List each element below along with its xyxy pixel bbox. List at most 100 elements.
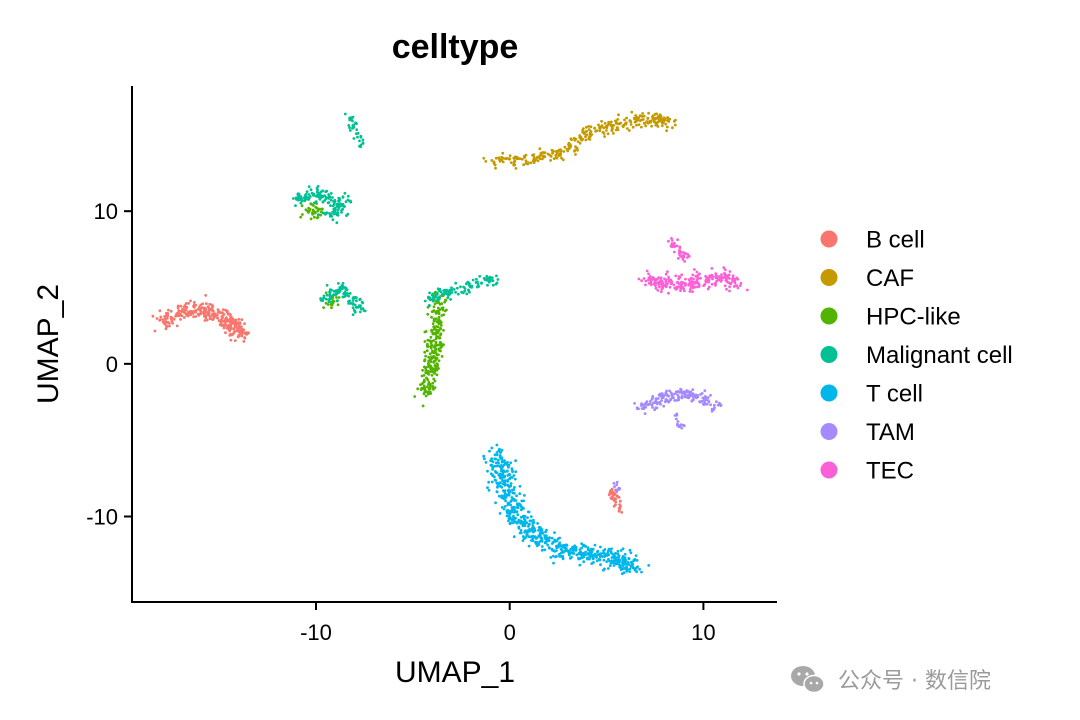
y-tick-label: -10 (86, 505, 118, 530)
point-tam (633, 402, 636, 405)
point-hpc-like (335, 296, 338, 299)
point-malignant-cell (341, 281, 345, 285)
point-b-cell (186, 314, 190, 318)
point-caf (576, 140, 580, 144)
point-malignant-cell (332, 293, 335, 297)
point-caf (614, 120, 618, 123)
point-caf (635, 119, 638, 123)
point-caf (552, 157, 556, 161)
point-malignant-cell (332, 212, 336, 216)
point-malignant-cell (305, 197, 309, 201)
point-hpc-like (419, 383, 422, 386)
point-hpc-like (437, 343, 441, 347)
point-t-cell (527, 535, 530, 538)
point-t-cell (496, 485, 499, 489)
point-tam (654, 398, 658, 401)
point-hpc-like (430, 329, 434, 333)
point-malignant-cell (336, 299, 339, 303)
point-caf (573, 149, 576, 153)
point-malignant-cell (352, 308, 356, 312)
point-t-cell (516, 513, 520, 517)
point-t-cell (519, 521, 522, 525)
point-caf (538, 155, 541, 158)
point-t-cell (612, 553, 616, 557)
point-caf (658, 115, 662, 118)
point-tam (719, 404, 723, 407)
point-t-cell (504, 461, 507, 465)
point-tec (659, 276, 663, 280)
point-hpc-like (413, 395, 417, 398)
point-caf (548, 153, 552, 157)
point-b-cell (234, 318, 238, 322)
point-b-cell (176, 306, 180, 310)
point-t-cell (546, 543, 549, 547)
point-b-cell (158, 318, 162, 322)
point-malignant-cell (312, 192, 316, 196)
point-hpc-like (432, 354, 436, 358)
point-t-cell (486, 469, 489, 473)
point-t-cell (547, 546, 551, 549)
point-malignant-cell (346, 198, 350, 202)
point-tam (636, 407, 639, 410)
point-tec (682, 289, 686, 293)
point-t-cell (608, 564, 612, 568)
point-t-cell (528, 519, 532, 523)
point-hpc-like (433, 379, 437, 383)
point-hpc-like (308, 207, 312, 211)
point-tam (669, 398, 673, 401)
point-caf (667, 120, 671, 123)
point-malignant-cell (486, 283, 489, 287)
point-b-cell (151, 314, 155, 318)
point-b-cell (211, 312, 214, 316)
point-malignant-cell (480, 281, 483, 285)
point-tam (643, 412, 647, 415)
point-malignant-cell (351, 313, 355, 316)
point-malignant-cell (430, 293, 434, 297)
point-b-cell (620, 511, 624, 514)
point-t-cell (544, 534, 548, 538)
point-malignant-cell (450, 288, 454, 292)
point-b-cell (216, 316, 220, 320)
point-hpc-like (442, 313, 446, 317)
point-tam (683, 394, 687, 398)
point-hpc-like (435, 310, 439, 314)
point-tam (675, 399, 679, 402)
point-tec (689, 287, 692, 291)
point-b-cell (199, 303, 203, 307)
point-hpc-like (425, 390, 429, 394)
point-b-cell (192, 304, 195, 308)
point-b-cell (210, 306, 214, 309)
point-tam (672, 396, 675, 399)
point-hpc-like (309, 217, 313, 221)
point-hpc-like (324, 301, 328, 305)
point-tec (715, 280, 718, 283)
point-b-cell (164, 320, 168, 323)
point-tam (686, 395, 690, 399)
point-hpc-like (430, 343, 434, 347)
point-tec (666, 270, 669, 274)
point-b-cell (155, 317, 159, 320)
point-hpc-like (318, 207, 322, 211)
point-caf (531, 153, 534, 157)
point-tec (711, 275, 715, 278)
point-t-cell (519, 519, 523, 523)
point-b-cell (175, 324, 179, 328)
point-t-cell (510, 467, 514, 470)
point-malignant-cell (456, 292, 460, 296)
point-t-cell (551, 554, 555, 558)
point-b-cell (178, 313, 182, 317)
point-tec (676, 238, 679, 242)
point-tam (704, 402, 708, 406)
point-malignant-cell (490, 276, 494, 280)
legend-key (820, 307, 838, 325)
point-malignant-cell (332, 201, 336, 205)
point-caf (565, 147, 569, 151)
point-hpc-like (432, 361, 436, 364)
point-hpc-like (439, 321, 443, 325)
point-caf (624, 122, 628, 126)
point-caf (588, 138, 592, 141)
point-tam (675, 390, 679, 394)
point-t-cell (513, 508, 516, 512)
point-caf (598, 129, 602, 133)
point-tec (718, 277, 722, 280)
